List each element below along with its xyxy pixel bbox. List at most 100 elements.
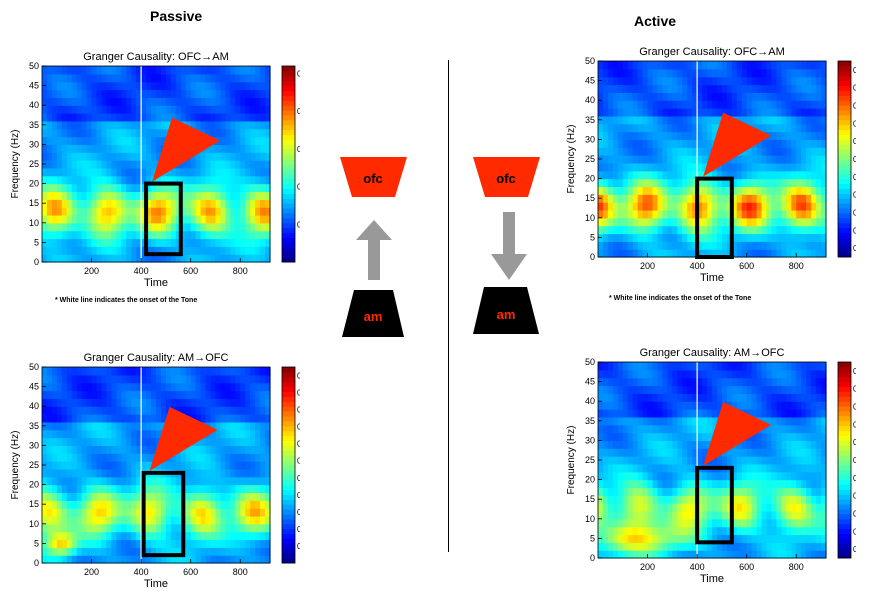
heatmap-cell bbox=[250, 374, 256, 384]
heatmap-cell bbox=[136, 113, 142, 122]
heatmap-cell bbox=[76, 390, 83, 399]
y-tick-label: 45 bbox=[29, 382, 39, 392]
heatmap-cell bbox=[225, 136, 231, 145]
heatmap-cell bbox=[61, 429, 68, 439]
heatmap-cell bbox=[746, 479, 753, 489]
heatmap-cell bbox=[46, 508, 53, 517]
heatmap-cell bbox=[612, 526, 619, 536]
heatmap-cell bbox=[240, 390, 246, 399]
heatmap-cell bbox=[731, 76, 738, 86]
colorbar-cell bbox=[282, 367, 295, 373]
heatmap-cell bbox=[771, 162, 778, 172]
heatmap-cell bbox=[91, 484, 98, 494]
colorbar-cell bbox=[838, 538, 851, 544]
heatmap-cell bbox=[716, 362, 723, 371]
heatmap-cell bbox=[42, 167, 48, 177]
heatmap-cell bbox=[662, 209, 668, 219]
heatmap-cell bbox=[806, 194, 812, 203]
heatmap-cell bbox=[81, 515, 88, 525]
heatmap-cell bbox=[726, 393, 733, 402]
heatmap-cell bbox=[736, 108, 743, 117]
heatmap-cell bbox=[66, 136, 73, 145]
heatmap-cell bbox=[205, 183, 212, 193]
heatmap-cell bbox=[180, 105, 187, 114]
heatmap-cell bbox=[126, 382, 132, 392]
heatmap-cell bbox=[736, 526, 743, 536]
heatmap-cell bbox=[71, 421, 78, 431]
heatmap-cell bbox=[642, 534, 649, 543]
heatmap-cell bbox=[607, 209, 614, 219]
heatmap-cell bbox=[756, 61, 763, 70]
heatmap-cell bbox=[91, 222, 98, 232]
heatmap-cell bbox=[101, 523, 108, 533]
heatmap-cell bbox=[632, 503, 639, 512]
colorbar-cell bbox=[838, 188, 851, 194]
heatmap-cell bbox=[235, 414, 241, 423]
heatmap-cell bbox=[707, 249, 713, 258]
heatmap-cell bbox=[602, 186, 609, 195]
heatmap-cell bbox=[56, 199, 63, 208]
heatmap-cell bbox=[170, 199, 177, 208]
heatmap-cell bbox=[697, 409, 703, 418]
heatmap-cell bbox=[776, 131, 782, 140]
heatmap-cell bbox=[667, 385, 673, 394]
heatmap-cell bbox=[602, 463, 609, 473]
heatmap-cell bbox=[81, 492, 88, 501]
heatmap-cell bbox=[821, 61, 827, 70]
heatmap-cell bbox=[66, 531, 73, 541]
heatmap-cell bbox=[230, 199, 236, 208]
heatmap-cell bbox=[175, 230, 182, 240]
colorbar-cell bbox=[838, 415, 851, 422]
heatmap-cell bbox=[126, 160, 132, 169]
heatmap-cell bbox=[205, 374, 212, 384]
heatmap-cell bbox=[215, 167, 222, 177]
heatmap-cell bbox=[56, 461, 63, 470]
heatmap-cell bbox=[607, 440, 614, 449]
heatmap-cell bbox=[121, 152, 127, 161]
heatmap-cell bbox=[86, 531, 93, 541]
heatmap-cell bbox=[702, 550, 708, 559]
heatmap-cell bbox=[86, 547, 93, 556]
heatmap-cell bbox=[111, 453, 117, 462]
heatmap-cell bbox=[721, 249, 728, 258]
y-tick-label: 40 bbox=[585, 396, 595, 406]
heatmap-cell bbox=[682, 510, 688, 520]
heatmap-cell bbox=[225, 89, 231, 98]
heatmap-cell bbox=[170, 97, 177, 106]
heatmap-cell bbox=[766, 550, 773, 559]
heatmap-cell bbox=[692, 510, 698, 520]
heatmap-cell bbox=[736, 503, 743, 512]
heatmap-cell bbox=[726, 456, 733, 465]
heatmap-cell bbox=[76, 437, 83, 446]
heatmap-cell bbox=[265, 437, 271, 446]
heatmap-cell bbox=[200, 66, 207, 75]
heatmap-cell bbox=[746, 61, 753, 70]
heatmap-cell bbox=[776, 526, 782, 536]
heatmap-cell bbox=[677, 162, 683, 172]
heatmap-cell bbox=[786, 456, 792, 465]
heatmap-cell bbox=[81, 374, 88, 384]
heatmap-cell bbox=[816, 471, 822, 481]
heatmap-cell bbox=[657, 550, 664, 559]
colorbar-cell bbox=[838, 75, 851, 82]
heatmap-cell bbox=[215, 230, 222, 240]
heatmap-cell bbox=[667, 209, 673, 219]
heatmap-cell bbox=[245, 437, 251, 446]
heatmap-cell bbox=[677, 131, 683, 140]
heatmap-cell bbox=[781, 217, 787, 227]
heatmap-cell bbox=[707, 68, 713, 78]
heatmap-cell bbox=[51, 89, 58, 98]
heatmap-cell bbox=[136, 254, 142, 263]
heatmap-cell bbox=[111, 222, 117, 232]
heatmap-cell bbox=[796, 76, 802, 86]
y-tick-label: 15 bbox=[29, 198, 39, 208]
heatmap-cell bbox=[627, 479, 634, 489]
heatmap-cell bbox=[677, 194, 683, 203]
heatmap-cell bbox=[622, 92, 629, 101]
heatmap-cell bbox=[56, 539, 63, 548]
heatmap-cell bbox=[56, 238, 63, 247]
heatmap-cell bbox=[255, 500, 261, 509]
heatmap-cell bbox=[811, 68, 817, 78]
colorbar-cell bbox=[838, 518, 851, 525]
heatmap-cell bbox=[195, 89, 202, 98]
